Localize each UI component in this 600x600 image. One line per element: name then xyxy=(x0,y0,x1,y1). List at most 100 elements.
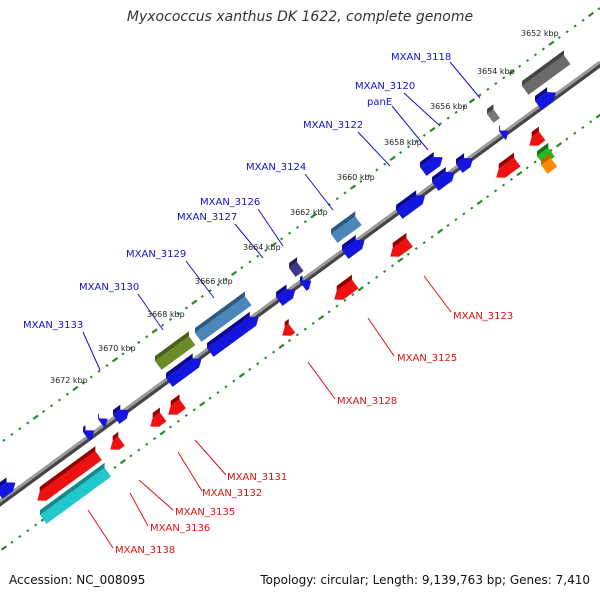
tick-mark xyxy=(18,534,22,538)
tick-mark xyxy=(375,275,379,279)
tick-mark xyxy=(280,237,284,241)
tick-mark xyxy=(137,340,141,344)
tick-mark xyxy=(2,438,6,442)
tick-mark xyxy=(468,98,476,104)
kbp-label: 3654 kbp xyxy=(477,67,515,76)
gene-block-reverse xyxy=(168,394,187,415)
label-leader-line xyxy=(177,451,203,492)
tick-mark xyxy=(32,414,39,420)
gene-label-reverse: MXAN_3136 xyxy=(150,523,210,534)
tick-mark xyxy=(335,304,339,308)
tick-mark xyxy=(192,408,196,412)
tick-mark xyxy=(502,76,506,80)
tick-mark xyxy=(429,126,436,133)
gene-label-reverse: MXAN_3132 xyxy=(202,488,262,499)
gene-label-forward: MXAN_3122 xyxy=(303,120,363,131)
gene-label-forward: MXAN_3130 xyxy=(79,282,139,293)
tick-mark xyxy=(518,64,522,68)
tick-mark xyxy=(216,390,220,394)
tick-mark xyxy=(42,409,46,413)
kbp-label: 3672 kbp xyxy=(50,376,88,385)
tick-mark xyxy=(581,18,585,22)
tick-mark xyxy=(390,264,395,268)
gene-block-cyan xyxy=(40,462,112,524)
tick-mark xyxy=(176,312,181,316)
tick-mark xyxy=(248,260,252,264)
gene-label-forward: panE xyxy=(367,97,392,108)
gene-block-forward xyxy=(342,234,365,259)
tick-mark xyxy=(375,168,379,172)
tick-mark xyxy=(105,363,109,367)
tick-mark xyxy=(486,87,490,91)
tick-mark xyxy=(573,24,577,28)
tick-mark xyxy=(137,448,141,452)
label-leader-line xyxy=(304,173,334,211)
gene-label-reverse: MXAN_3125 xyxy=(397,353,457,364)
label-leader-line xyxy=(234,223,264,259)
tick-mark xyxy=(335,197,339,201)
feature-track xyxy=(0,50,571,524)
gene-label-forward: MXAN_3127 xyxy=(177,212,237,223)
tick-mark xyxy=(89,375,93,379)
tick-mark xyxy=(159,430,166,436)
tick-mark xyxy=(367,174,371,178)
label-leader-line xyxy=(185,260,215,299)
label-leader-line xyxy=(403,92,441,127)
tick-mark xyxy=(248,367,252,371)
tick-mark xyxy=(0,545,8,551)
tick-mark xyxy=(26,529,30,533)
tick-mark xyxy=(26,421,30,425)
kbp-label: 3666 kbp xyxy=(195,277,233,286)
tick-mark xyxy=(256,254,260,258)
label-leader-line xyxy=(423,275,452,313)
label-leader-line xyxy=(307,361,336,400)
gene-label-reverse: MXAN_3138 xyxy=(115,545,175,556)
tick-mark xyxy=(508,69,515,75)
tick-mark xyxy=(65,392,69,396)
kbp-label: 3668 kbp xyxy=(147,310,185,319)
tick-mark xyxy=(516,170,523,177)
gene-block-forward xyxy=(300,275,312,291)
tick-mark xyxy=(129,346,133,350)
tick-mark xyxy=(240,266,244,270)
gene-block-forward xyxy=(432,166,455,191)
tick-mark xyxy=(454,218,458,222)
tick-mark xyxy=(119,458,127,465)
tick-mark xyxy=(414,139,419,143)
tick-mark xyxy=(256,362,260,366)
tick-mark xyxy=(224,385,228,389)
gene-block-reverse xyxy=(282,318,296,336)
tick-mark xyxy=(295,333,299,337)
tick-mark xyxy=(533,160,537,164)
tick-mark xyxy=(581,125,585,130)
tick-mark xyxy=(422,241,426,245)
tick-mark xyxy=(501,183,506,187)
label-leader-line xyxy=(137,293,164,331)
tick-mark xyxy=(470,206,474,210)
tick-mark xyxy=(351,293,355,297)
tick-mark xyxy=(587,11,595,18)
tick-mark xyxy=(303,220,307,224)
tick-mark xyxy=(238,372,245,378)
tick-mark xyxy=(72,385,79,392)
gene-block-orange xyxy=(541,152,558,174)
gene-label-forward: MXAN_3124 xyxy=(246,162,306,173)
label-leader-line xyxy=(449,61,481,99)
tick-mark xyxy=(176,419,180,423)
gene-block-forward xyxy=(396,190,426,219)
tick-mark xyxy=(494,82,498,86)
tick-mark xyxy=(436,228,444,234)
gene-label-forward: MXAN_3118 xyxy=(391,52,451,63)
tick-mark xyxy=(548,40,555,46)
tick-mark xyxy=(34,523,38,527)
tick-mark xyxy=(476,199,483,206)
tick-mark xyxy=(270,241,277,248)
tick-mark xyxy=(18,427,22,431)
tick-mark xyxy=(113,465,117,469)
tick-mark xyxy=(557,36,561,40)
tick-mark xyxy=(129,454,133,458)
tick-mark xyxy=(406,252,410,256)
gene-label-forward: MXAN_3133 xyxy=(23,320,83,331)
tick-mark xyxy=(397,257,404,263)
tick-mark xyxy=(318,314,325,321)
